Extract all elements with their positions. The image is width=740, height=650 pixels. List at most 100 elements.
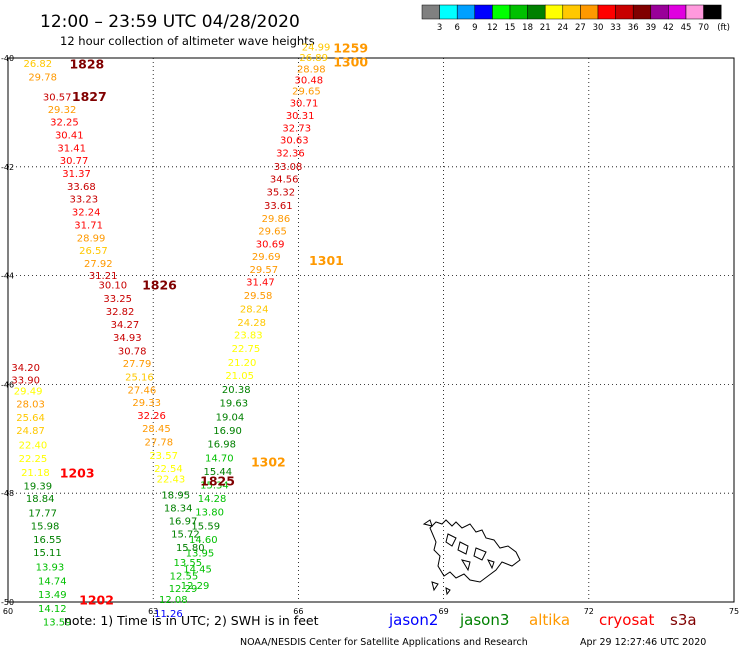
colorbar-swatch [492,4,511,20]
colorbar-tick-label: 42 [663,23,674,33]
y-tick-label: -48 [1,489,14,498]
wave-height-value: 14.70 [205,453,234,464]
y-tick-label: -46 [1,380,14,389]
wave-height-value: 19.63 [220,398,249,409]
wave-height-value: 34.27 [111,320,140,331]
wave-height-value: 30.71 [290,99,319,110]
colorbar-tick-label: 21 [540,23,551,33]
wave-height-value: 29.65 [258,226,287,237]
wave-height-value: 22.43 [157,475,186,486]
wave-height-value: 15.80 [176,543,205,554]
wave-height-value: 13.80 [195,508,224,519]
wave-height-value: 32.82 [106,307,135,318]
colorbar-swatch [421,4,440,20]
wave-height-value: 31.47 [246,278,275,289]
wave-height-value: 13.95 [186,549,215,560]
wave-height-value: 22.40 [19,440,48,451]
wave-height-value: 12.29 [169,584,198,595]
wave-height-value: 29.57 [250,265,279,276]
colorbar-legend: 3 6 9 12 15 18 21 24 27 30 33 36 39 42 45 70 (ft) [421,4,730,33]
pass-time-label: 1300 [333,54,368,69]
colorbar-tick-label: 70 [698,23,709,33]
wave-height-value: 29.86 [262,214,291,225]
colorbar-swatch [474,4,493,20]
colorbar-swatch [562,4,581,20]
wave-height-value: 22.54 [154,464,183,475]
satellite-legend-jason3: jason3 [459,611,509,629]
pass-time-label: 1202 [79,592,114,607]
satellite-legend-altika: altika [529,611,570,629]
wave-height-value: 30.77 [60,156,89,167]
wave-height-value: 26.57 [79,246,108,257]
wave-height-value: 25.64 [16,413,45,424]
satellite-legend-s3a: s3a [670,611,697,629]
wave-height-value: 22.25 [19,454,48,465]
x-tick-label: 69 [439,607,449,616]
x-tick-label: 63 [148,607,158,616]
x-tick-label: 66 [293,607,303,616]
colorbar-swatch [597,4,616,20]
wave-height-value: 31.41 [57,143,86,154]
wave-height-value: 15.34 [200,481,229,492]
wave-height-value: 32.73 [282,124,311,135]
wave-height-value: 16.98 [207,440,236,451]
wave-height-value: 16.55 [33,535,62,546]
wave-height-value: 32.24 [72,207,101,218]
wave-height-value: 21.05 [225,371,254,382]
wave-height-value: 26.89 [299,53,328,64]
colorbar-tick-label: 39 [645,23,656,33]
colorbar-tick-label: 9 [472,23,477,33]
colorbar-swatch [527,4,546,20]
wave-height-value: 18.95 [161,490,190,501]
kerguelen-island-outline [422,519,521,596]
wave-height-value: 33.25 [103,294,132,305]
wave-height-value: 16.90 [213,426,242,437]
plot-frame [7,57,735,603]
colorbar-swatch [685,4,704,20]
footer-credit: NOAA/NESDIS Center for Satellite Applica… [240,637,528,648]
wave-height-value: 29.33 [132,398,161,409]
satellite-legend: jason2 jason3 altika cryosat s3a [388,611,697,629]
wave-height-value: 35.32 [266,187,295,198]
wave-height-value: 23.57 [149,451,178,462]
pass-time-label: 1302 [251,455,286,470]
wave-height-value: 33.90 [11,376,40,387]
y-tick-label: -40 [1,54,14,63]
colorbar-swatch [632,4,652,20]
wave-height-value: 30.57 [43,93,72,104]
colorbar-tick-label: 6 [454,23,459,33]
wave-height-value: 30.63 [280,136,309,147]
wave-height-value: 14.60 [189,535,218,546]
wave-height-value: 29.78 [28,73,57,84]
wave-height-value: 33.61 [264,201,293,212]
wave-height-value: 28.03 [16,399,45,410]
colorbar-tick-label: 33 [610,23,621,33]
colorbar-tick-label: 18 [522,23,533,33]
pass-time-label: 1828 [69,56,104,71]
wave-height-value: 19.04 [216,413,245,424]
wave-height-value: 22.75 [232,344,261,355]
wave-height-value: 34.20 [11,363,40,374]
x-tick-label: 60 [3,607,13,616]
wave-height-value: 32.25 [50,118,79,129]
wave-height-value: 13.49 [38,590,67,601]
colorbar-swatch [456,4,476,20]
wave-height-value: 14.74 [38,576,67,587]
wave-height-value: 30.41 [55,131,84,142]
colorbar-swatch [509,4,528,20]
wave-height-value: 15.11 [33,548,62,559]
y-tick-label: -50 [1,598,14,607]
wave-height-value: 33.68 [67,182,96,193]
wave-height-value: 27.46 [128,385,157,396]
colorbar-tick-label: 36 [628,23,639,33]
wave-height-value: 18.34 [164,503,193,514]
wave-height-value: 21.20 [228,358,257,369]
wave-height-value: 27.79 [123,359,152,370]
pass-time-label: 1827 [72,89,107,104]
pass-time-label: 1301 [309,253,344,268]
y-tick-label: -44 [1,272,14,281]
wave-height-value: 23.83 [234,330,263,341]
wave-height-value: 30.31 [286,111,315,122]
wave-height-value: 29.69 [252,252,281,263]
